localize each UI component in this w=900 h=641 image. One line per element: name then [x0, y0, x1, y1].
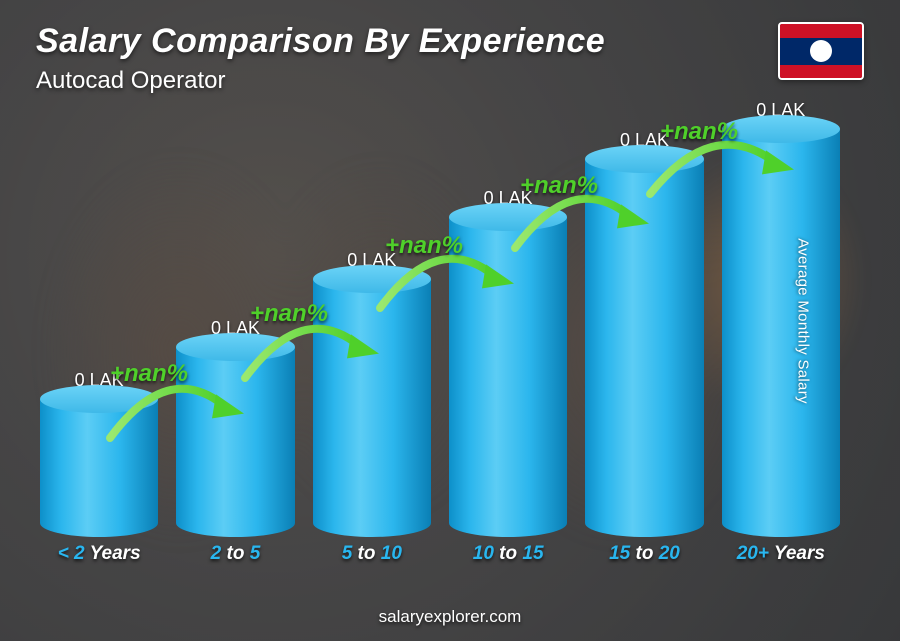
- bar-body: [449, 217, 567, 537]
- bar: [585, 159, 703, 537]
- flag-circle: [810, 40, 832, 62]
- category-label: < 2 Years: [40, 543, 158, 571]
- flag-stripe-mid: [780, 38, 862, 65]
- footer-attribution: salaryexplorer.com: [0, 607, 900, 627]
- bar: [313, 279, 431, 537]
- bar-top-ellipse: [176, 333, 294, 361]
- bar-slot: 0 LAK: [449, 188, 567, 537]
- bars-container: 0 LAK0 LAK0 LAK0 LAK0 LAK0 LAK: [40, 120, 840, 537]
- bar-body: [176, 347, 294, 537]
- bar: [449, 217, 567, 537]
- bar-body: [722, 129, 840, 537]
- bar-slot: 0 LAK: [176, 318, 294, 537]
- country-flag-laos: [778, 22, 864, 80]
- bar-top-ellipse: [449, 203, 567, 231]
- bar-body: [40, 399, 158, 537]
- bar-body: [313, 279, 431, 537]
- bar-top-ellipse: [722, 115, 840, 143]
- bar-top-ellipse: [40, 385, 158, 413]
- bar-top-ellipse: [585, 145, 703, 173]
- flag-stripe-top: [780, 24, 862, 38]
- title-block: Salary Comparison By Experience Autocad …: [36, 22, 605, 95]
- bar-slot: 0 LAK: [722, 100, 840, 537]
- bar: [40, 399, 158, 537]
- chart-subtitle: Autocad Operator: [36, 67, 605, 95]
- category-label: 2 to 5: [176, 543, 294, 571]
- category-label: 5 to 10: [313, 543, 431, 571]
- chart-area: 0 LAK0 LAK0 LAK0 LAK0 LAK0 LAK < 2 Years…: [40, 120, 840, 571]
- bar-slot: 0 LAK: [313, 250, 431, 537]
- bar-slot: 0 LAK: [585, 130, 703, 537]
- bar: [176, 347, 294, 537]
- category-label: 10 to 15: [449, 543, 567, 571]
- chart-title: Salary Comparison By Experience: [36, 22, 605, 61]
- flag-stripe-bottom: [780, 65, 862, 79]
- bar-body: [585, 159, 703, 537]
- category-labels-row: < 2 Years 2 to 5 5 to 10 10 to 15 15 to 20 20…: [40, 543, 840, 571]
- bar-slot: 0 LAK: [40, 370, 158, 537]
- category-label: 15 to 20: [585, 543, 703, 571]
- bar: [722, 129, 840, 537]
- category-label: 20+ Years: [722, 543, 840, 571]
- header: Salary Comparison By Experience Autocad …: [36, 22, 864, 95]
- y-axis-label: Average Monthly Salary: [795, 238, 812, 404]
- bar-top-ellipse: [313, 265, 431, 293]
